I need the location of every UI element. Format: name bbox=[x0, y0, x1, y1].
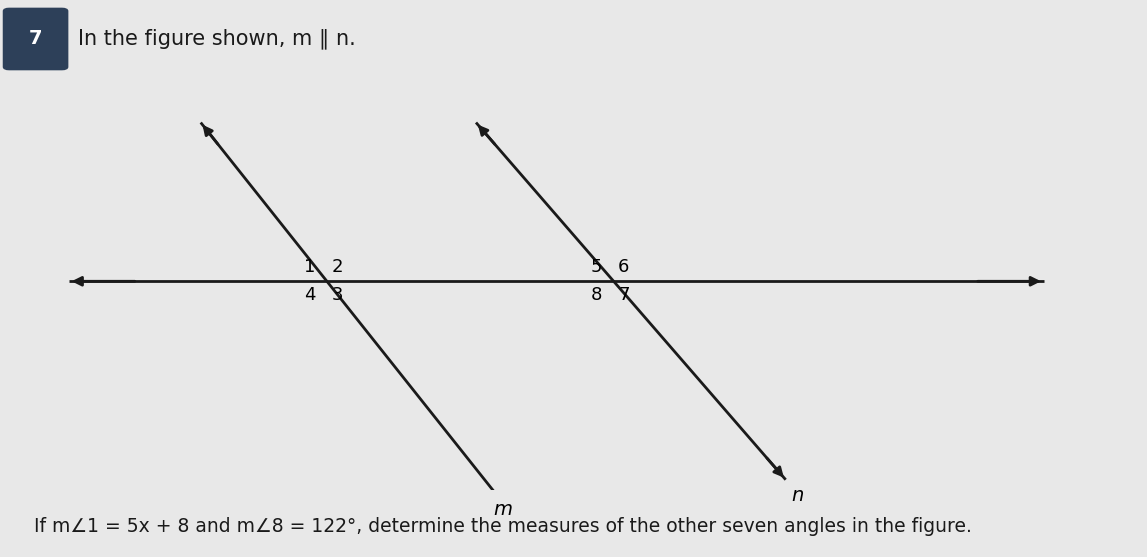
Text: 4: 4 bbox=[304, 286, 315, 304]
Text: In the figure shown, m ∥ n.: In the figure shown, m ∥ n. bbox=[78, 28, 356, 50]
Text: m: m bbox=[493, 500, 513, 519]
Text: 1: 1 bbox=[304, 258, 315, 276]
Text: 3: 3 bbox=[331, 286, 343, 304]
Text: 8: 8 bbox=[591, 286, 602, 304]
Text: If m∠1 = 5x + 8 and m∠8 = 122°, determine the measures of the other seven angles: If m∠1 = 5x + 8 and m∠8 = 122°, determin… bbox=[34, 517, 973, 536]
Text: 5: 5 bbox=[591, 258, 602, 276]
Text: 7: 7 bbox=[618, 286, 630, 304]
Text: 2: 2 bbox=[331, 258, 343, 276]
Text: n: n bbox=[791, 486, 803, 505]
Text: 7: 7 bbox=[29, 30, 42, 48]
Text: 6: 6 bbox=[618, 258, 630, 276]
